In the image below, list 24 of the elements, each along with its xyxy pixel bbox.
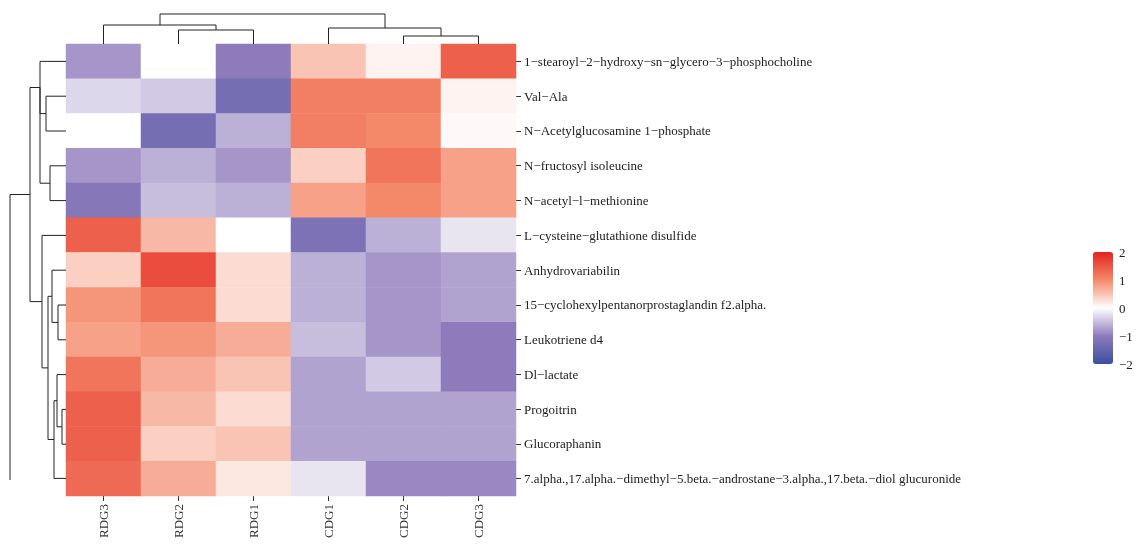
color-bar-label: −2 xyxy=(1119,356,1133,372)
y-tick-label: N−acetyl−l−methionine xyxy=(524,192,649,208)
x-tick-label: RDG3 xyxy=(96,504,111,538)
y-tick-label: N−fructosyl isoleucine xyxy=(524,158,644,174)
y-tick-label: Leukotriene d4 xyxy=(524,332,604,348)
y-tick-label: Anhydrovariabilin xyxy=(524,262,621,278)
y-tick-label: 1−stearoyl−2−hydroxy−sn−glycero−3−phosphocholine xyxy=(524,53,813,69)
y-tick-label: 7.alpha.,17.alpha.−dimethyl−5.beta.−androstane−3.alpha.,17.beta.−diol glucuronide xyxy=(524,471,962,487)
x-tick-label: CDG1 xyxy=(321,504,336,538)
color-bar-label: 0 xyxy=(1119,300,1126,316)
x-tick-label: RDG2 xyxy=(171,504,186,538)
color-bar-label: 1 xyxy=(1119,272,1126,288)
color-bar-label: −1 xyxy=(1119,328,1133,344)
x-tick-label: RDG1 xyxy=(246,504,261,538)
y-tick-label: Val−Ala xyxy=(524,88,568,104)
y-tick-label: 15−cyclohexylpentanorprostaglandin f2.alpha. xyxy=(524,297,767,313)
y-tick-label: Glucoraphanin xyxy=(524,436,602,452)
color-bar-label: 2 xyxy=(1119,244,1126,260)
x-tick-label: CDG3 xyxy=(471,504,486,538)
y-tick-label: N−Acetylglucosamine 1−phosphate xyxy=(524,123,712,139)
y-tick-label: Progoitrin xyxy=(524,401,578,417)
y-tick-label: Dl−lactate xyxy=(524,366,579,382)
y-tick-label: L−cysteine−glutathione disulfide xyxy=(524,227,697,243)
x-tick-label: CDG2 xyxy=(396,504,411,538)
